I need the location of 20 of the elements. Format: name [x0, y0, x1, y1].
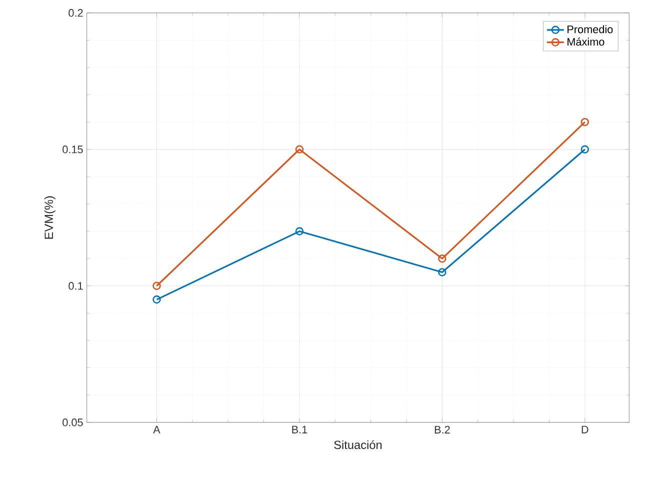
point	[438, 268, 446, 276]
point	[152, 282, 161, 290]
point	[580, 145, 590, 154]
y-tick-label: 0.15	[62, 146, 83, 154]
point	[438, 254, 446, 263]
y-tick-label: 0.1	[68, 282, 83, 290]
point	[295, 145, 304, 154]
y-tick-label: 0.05	[62, 418, 83, 426]
x-tick-label: B.1	[292, 426, 308, 434]
y-tick-label: 0.2	[68, 9, 83, 17]
x-tick-label: D	[582, 426, 588, 434]
legend-label: Promedio	[568, 25, 613, 34]
point	[295, 227, 304, 236]
point	[152, 295, 161, 304]
y-axis-title: EVM(%)	[44, 196, 56, 239]
x-tick-label: B.2	[434, 426, 450, 434]
point	[580, 118, 590, 126]
legend-label: Máximo	[568, 38, 604, 46]
x-axis-title: Situación	[334, 440, 382, 450]
x-tick-label: A	[153, 426, 160, 434]
